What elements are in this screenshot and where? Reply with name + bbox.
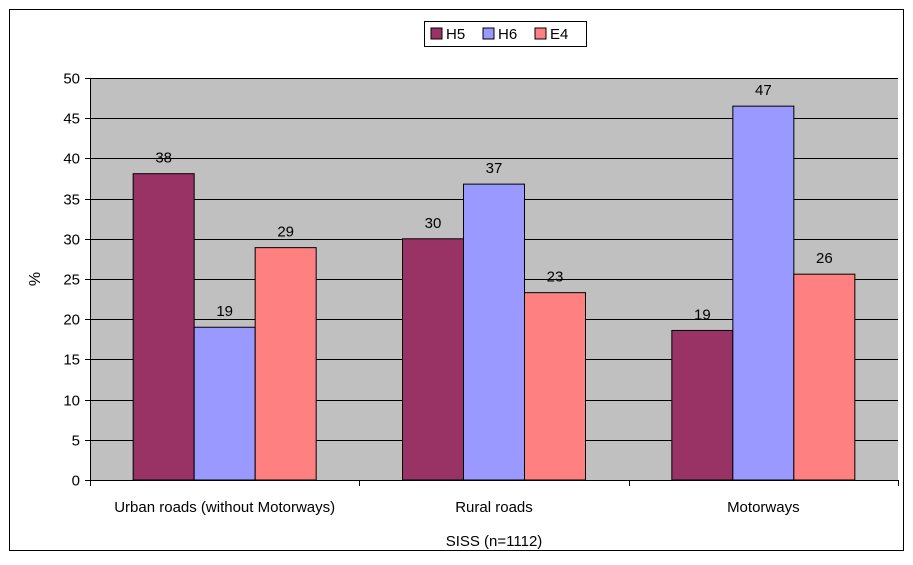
y-tick-label: 50 — [63, 71, 80, 88]
data-label: 38 — [155, 150, 172, 167]
x-tick-label: Urban roads (without Motorways) — [114, 499, 335, 516]
data-labels: 38 19 29 30 37 23 19 47 26 — [155, 82, 832, 323]
data-label: 26 — [816, 250, 833, 267]
bar-h6 — [463, 183, 525, 481]
y-tick-label: 20 — [63, 312, 80, 329]
data-label: 47 — [755, 82, 772, 99]
y-tick-label: 10 — [63, 393, 80, 410]
x-tick-labels: Urban roads (without Motorways) Rural roa… — [114, 499, 799, 516]
data-label: 37 — [486, 160, 503, 177]
bar-e4 — [524, 292, 586, 481]
legend-box — [424, 21, 587, 47]
bar-e4 — [254, 247, 317, 481]
y-axis-label: % — [27, 272, 44, 286]
data-label: 23 — [547, 269, 564, 286]
legend-swatch-e4 — [534, 27, 547, 40]
data-label: 19 — [216, 303, 233, 320]
data-label: 19 — [694, 306, 711, 323]
legend: H5 H6 E4 — [424, 21, 587, 47]
bar-h5 — [671, 329, 734, 481]
y-tick-label: 30 — [63, 232, 80, 249]
legend-label-h5: H5 — [446, 26, 465, 43]
y-tick-label: 15 — [63, 352, 80, 369]
y-tick-label: 35 — [63, 192, 80, 209]
y-tick-label: 0 — [72, 473, 80, 490]
bar-h6 — [193, 326, 256, 481]
bar-h5 — [402, 238, 464, 481]
x-tick-label: Rural roads — [455, 499, 533, 516]
axes — [85, 78, 899, 486]
bars — [132, 105, 856, 481]
legend-label-e4: E4 — [550, 26, 568, 43]
y-tick-label: 25 — [63, 272, 80, 289]
data-label: 30 — [425, 215, 442, 232]
y-tick-label: 40 — [63, 151, 80, 168]
legend-swatch-h6 — [482, 27, 495, 40]
legend-label-h6: H6 — [498, 26, 517, 43]
x-axis-label: SISS (n=1112) — [446, 533, 543, 550]
legend-swatch-h5 — [430, 27, 443, 40]
y-tick-label: 45 — [63, 111, 80, 128]
data-label: 29 — [277, 224, 294, 241]
x-tick-label: Motorways — [727, 499, 800, 516]
y-tick-label: 5 — [72, 433, 80, 450]
bar-h5 — [132, 173, 195, 481]
bar-e4 — [793, 273, 856, 481]
bar-h6 — [732, 105, 795, 481]
y-tick-labels: 0 5 10 15 20 25 30 35 40 45 50 — [63, 71, 80, 490]
